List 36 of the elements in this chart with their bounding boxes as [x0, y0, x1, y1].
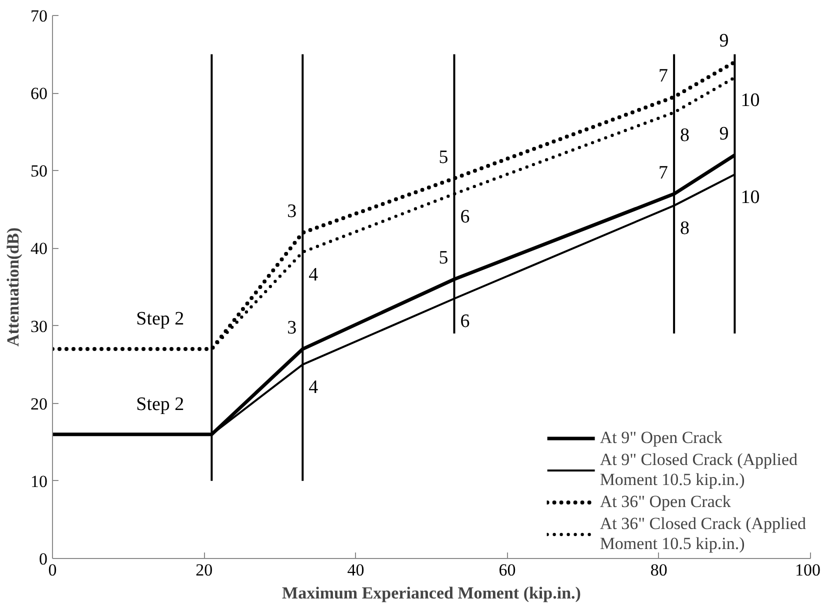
annotation: 4	[308, 264, 319, 286]
y-tick-label: 50	[30, 162, 48, 181]
annotation: 3	[287, 318, 297, 339]
y-axis-title: Attenuation(dB)	[4, 227, 22, 347]
annotation: 4	[308, 377, 319, 398]
y-tick-label: 30	[30, 316, 48, 336]
annotation: 10	[740, 90, 760, 112]
y-tick-label: 60	[30, 84, 48, 104]
x-tick-label: 40	[347, 560, 364, 580]
y-tick-label: 70	[30, 6, 48, 26]
annotation: 10	[740, 187, 760, 208]
legend-label: At 9" Open Crack	[600, 428, 722, 448]
annotation: 7	[658, 65, 668, 86]
x-tick-label: 60	[498, 560, 516, 580]
x-tick-label: 100	[795, 560, 820, 580]
y-tick-label: 10	[30, 472, 48, 491]
annotation: 7	[658, 162, 668, 184]
x-axis-title: Maximum Experianced Moment (kip.in.)	[282, 584, 581, 602]
legend-label: At 9" Closed Crack (Applied Moment 10.5 kip.in.)	[600, 450, 798, 490]
annotation: 6	[460, 311, 470, 332]
annotation: 9	[719, 124, 729, 145]
annotation: 5	[438, 248, 448, 269]
x-tick-label: 80	[650, 560, 668, 580]
annotation: 6	[460, 206, 470, 228]
annotation: Step 2	[136, 394, 184, 415]
y-tick-label: 40	[30, 239, 48, 258]
annotation: 3	[287, 201, 297, 222]
annotation: 9	[719, 30, 729, 52]
y-tick-label: 20	[30, 394, 48, 414]
legend-label: At 36" Open Crack	[600, 492, 731, 512]
annotation: 8	[680, 124, 690, 146]
annotation: 5	[438, 146, 448, 168]
annotation: 8	[680, 218, 690, 240]
legend-label: At 36" Closed Crack (Applied Moment 10.5 kip.in.)	[600, 514, 806, 554]
x-tick-label: 20	[196, 560, 213, 580]
annotation: Step 2	[136, 308, 184, 330]
